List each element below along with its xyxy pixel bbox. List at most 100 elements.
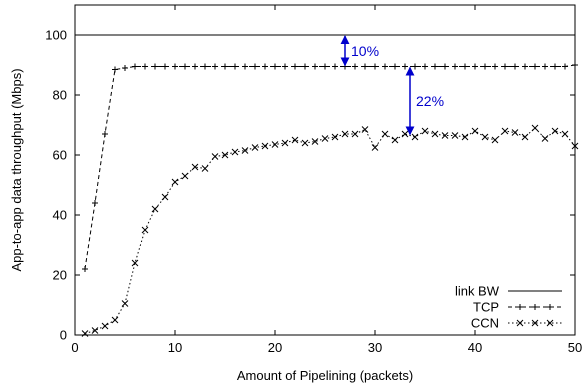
data-point [572, 62, 578, 68]
data-point [292, 63, 298, 70]
data-point [91, 327, 99, 334]
data-point [491, 136, 499, 144]
legend-marker [532, 304, 538, 310]
data-point [552, 63, 558, 70]
data-point [121, 300, 129, 307]
data-point [181, 172, 189, 180]
data-point [122, 65, 128, 71]
data-point [202, 63, 208, 70]
data-point [361, 126, 369, 133]
series-line [84, 64, 576, 270]
data-point [372, 63, 378, 70]
annotation-layer: 10% 22% [340, 35, 444, 136]
data-point [561, 130, 569, 138]
data-point [92, 200, 98, 206]
x-tick-label: 50 [568, 340, 582, 355]
data-point [312, 63, 318, 70]
y-tick-label: 60 [53, 148, 67, 163]
data-point [411, 133, 419, 141]
data-point [352, 63, 358, 70]
x-tick-label: 40 [468, 340, 482, 355]
data-point [151, 205, 159, 213]
legend-marker [547, 304, 553, 310]
data-point [222, 63, 228, 70]
x-tick-label: 20 [268, 340, 282, 355]
data-point [341, 130, 349, 138]
data-point [102, 131, 108, 137]
x-tick-label: 0 [71, 340, 78, 355]
y-tick-label: 80 [53, 88, 67, 103]
data-point [502, 63, 508, 70]
data-point [221, 151, 229, 159]
data-point [321, 135, 329, 142]
series-ccn [81, 124, 579, 337]
data-point [232, 63, 238, 70]
data-point [322, 63, 328, 70]
series-line [84, 127, 576, 334]
axis-ticks: 0 10 20 30 40 50 0 20 40 60 80 100 [45, 5, 582, 355]
data-point [301, 139, 309, 147]
data-point [242, 63, 248, 70]
data-point [421, 127, 429, 135]
data-point [422, 63, 428, 70]
data-point [482, 63, 488, 70]
data-point [281, 139, 289, 147]
data-point [381, 130, 389, 138]
data-point [481, 133, 489, 141]
data-point [451, 132, 459, 139]
data-point [441, 132, 449, 139]
data-point [531, 124, 539, 132]
legend-marker [516, 319, 524, 327]
data-point [131, 259, 139, 267]
data-point [201, 165, 209, 172]
data-point [472, 63, 478, 70]
data-point [262, 63, 268, 70]
data-point [571, 142, 579, 150]
data-point [462, 63, 468, 70]
data-point [412, 63, 418, 70]
data-point [251, 144, 259, 151]
data-point [142, 63, 148, 70]
plot-frame [74, 4, 576, 336]
data-point [521, 133, 529, 141]
data-point [542, 63, 548, 70]
data-point [82, 266, 88, 272]
series-tcp [82, 62, 578, 272]
data-point [362, 63, 368, 70]
legend-label: TCP [473, 300, 499, 315]
data-point [132, 63, 138, 70]
annotation-label: 10% [351, 43, 379, 59]
data-point [101, 322, 109, 330]
x-tick-label: 30 [368, 340, 382, 355]
data-point [171, 178, 179, 186]
data-point [461, 133, 469, 141]
data-point [532, 63, 538, 70]
x-axis-label: Amount of Pipelining (packets) [237, 368, 413, 383]
data-point [511, 129, 519, 136]
legend-marker [546, 319, 554, 327]
data-point [161, 193, 169, 201]
data-point [492, 63, 498, 70]
data-point [332, 63, 338, 70]
data-point [442, 63, 448, 70]
data-point [402, 63, 408, 70]
legend-label: CCN [471, 316, 499, 331]
data-point [182, 63, 188, 70]
data-point [241, 147, 249, 154]
data-point [382, 63, 388, 70]
y-tick-label: 40 [53, 208, 67, 223]
data-point [541, 135, 549, 142]
y-tick-label: 0 [60, 328, 67, 343]
data-point [391, 136, 399, 144]
annotation-label: 22% [416, 93, 444, 109]
legend-marker [531, 319, 539, 327]
data-point [261, 142, 269, 150]
data-point [191, 163, 199, 171]
data-point [371, 144, 379, 151]
y-tick-label: 100 [45, 28, 67, 43]
data-point [162, 63, 168, 70]
data-point [392, 63, 398, 70]
data-point [81, 330, 89, 337]
